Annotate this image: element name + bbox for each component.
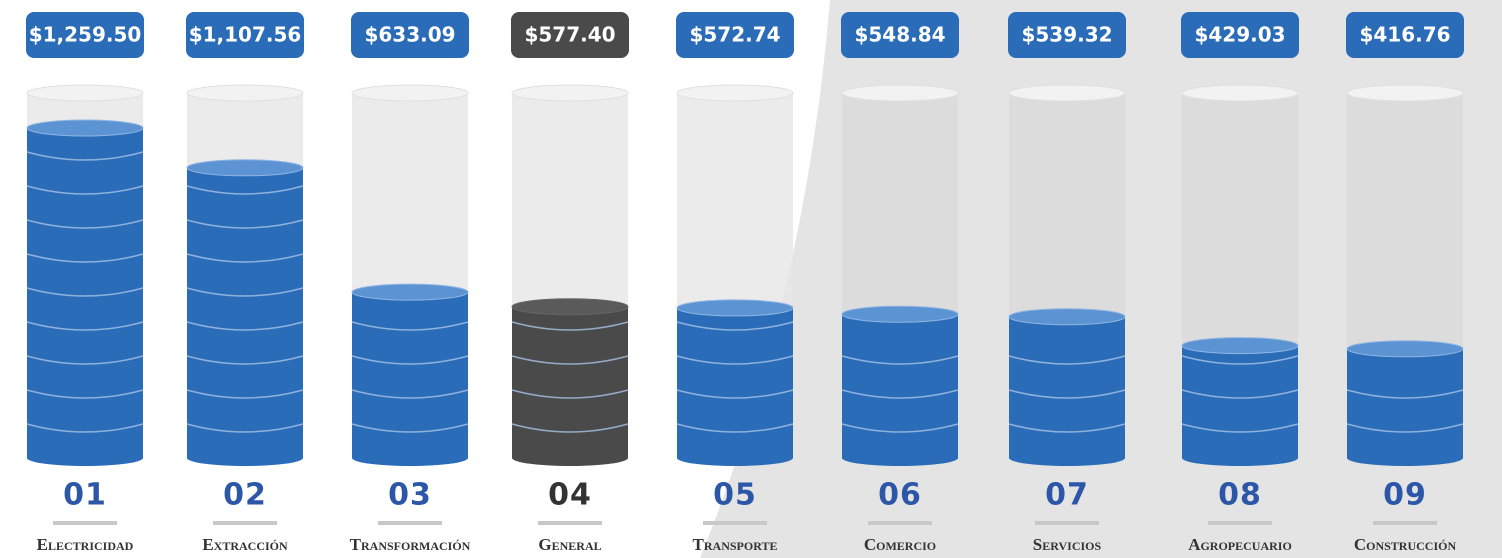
value-label: $548.84 <box>854 23 945 47</box>
cylinder-top <box>27 85 143 101</box>
category-label: Servicios <box>1033 535 1102 554</box>
rank-number: 07 <box>1045 478 1089 513</box>
separator <box>378 521 442 525</box>
fill-top <box>1347 341 1463 357</box>
separator <box>703 521 767 525</box>
bar <box>1009 317 1125 458</box>
cylinder-top <box>842 85 958 101</box>
cylinder-top <box>187 85 303 101</box>
value-label: $577.40 <box>524 23 615 47</box>
bar <box>842 314 958 458</box>
value-label: $1,259.50 <box>29 23 142 47</box>
fill-top <box>352 284 468 300</box>
value-label: $539.32 <box>1021 23 1112 47</box>
cylinder-top <box>1347 85 1463 101</box>
cylinder-top <box>677 85 793 101</box>
fill-top <box>512 299 628 315</box>
fill-top <box>1009 309 1125 325</box>
separator <box>538 521 602 525</box>
value-label: $429.03 <box>1194 23 1285 47</box>
separator <box>1373 521 1437 525</box>
rank-number: 09 <box>1383 478 1427 513</box>
rank-number: 02 <box>223 478 267 513</box>
fill-top <box>187 160 303 176</box>
category-label: Extracción <box>202 535 288 554</box>
separator <box>1208 521 1272 525</box>
cylinder-top <box>1009 85 1125 101</box>
fill-top <box>677 300 793 316</box>
category-label: Construcción <box>1354 535 1457 554</box>
bar <box>27 128 143 458</box>
category-label: General <box>538 535 601 554</box>
fill-top <box>1182 338 1298 354</box>
separator <box>1035 521 1099 525</box>
rank-number: 08 <box>1218 478 1262 513</box>
rank-number: 04 <box>548 478 592 513</box>
value-label: $633.09 <box>364 23 455 47</box>
bar <box>187 168 303 458</box>
cylinder-top <box>512 85 628 101</box>
separator <box>213 521 277 525</box>
value-label: $1,107.56 <box>189 23 302 47</box>
rank-number: 05 <box>713 478 757 513</box>
rank-number: 01 <box>63 478 107 513</box>
bar <box>1182 346 1298 458</box>
fill-top <box>27 120 143 136</box>
rank-number: 06 <box>878 478 922 513</box>
category-label: Transporte <box>693 535 778 554</box>
chart: $1,259.50 01 Electricidad $1,107.56 02 Extrac… <box>0 0 1502 558</box>
bar <box>352 292 468 458</box>
value-label: $572.74 <box>689 23 780 47</box>
cylinder-top <box>352 85 468 101</box>
category-label: Agropecuario <box>1188 535 1292 554</box>
bar <box>1347 349 1463 458</box>
value-label: $416.76 <box>1359 23 1450 47</box>
category-label: Electricidad <box>37 535 134 554</box>
separator <box>53 521 117 525</box>
cylinder-top <box>1182 85 1298 101</box>
fill-top <box>842 306 958 322</box>
rank-number: 03 <box>388 478 432 513</box>
category-label: Transformación <box>350 535 471 554</box>
separator <box>868 521 932 525</box>
category-label: Comercio <box>864 535 936 554</box>
